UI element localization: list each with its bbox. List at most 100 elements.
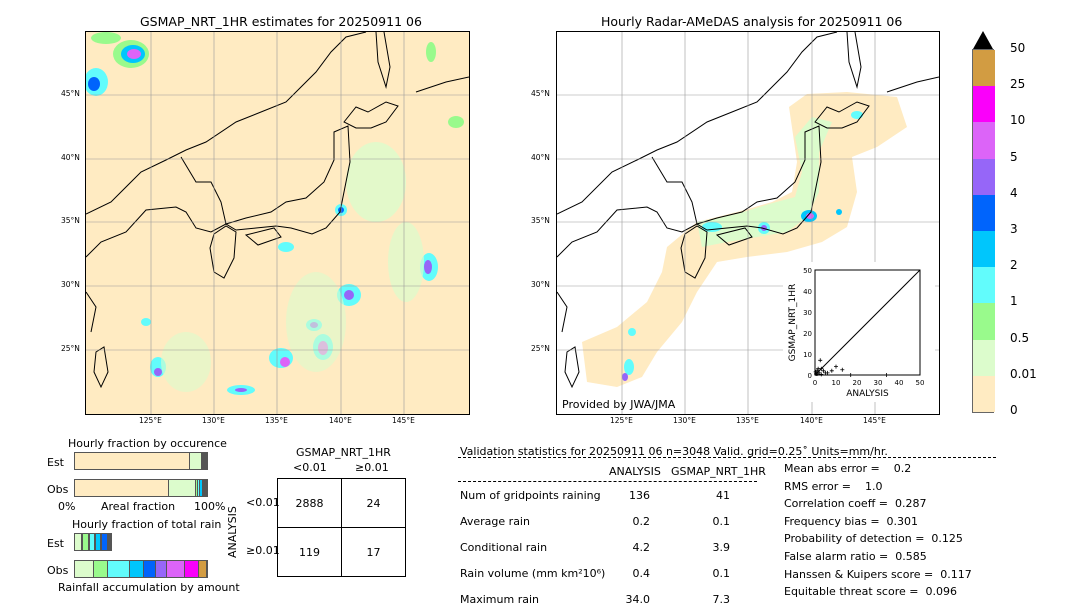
scatter-ylabel: GSMAP_NRT_1HR	[788, 284, 798, 362]
score-item: Probability of detection = 0.125	[784, 532, 963, 546]
bar-segment	[205, 453, 207, 469]
score-item: Correlation coeff = 0.287	[784, 497, 927, 511]
colorbar-label: 0	[1010, 403, 1018, 417]
occurrence-title: Hourly fraction by occurence	[68, 437, 227, 450]
colorbar	[972, 30, 995, 414]
scatter-point	[825, 370, 830, 375]
lon-tick: 125°E	[610, 416, 633, 425]
right-coastlines	[557, 32, 939, 389]
bar-segment	[185, 561, 200, 577]
y-tick-label: 20	[803, 330, 812, 338]
scatter-point	[829, 368, 834, 373]
bar-segment	[189, 453, 202, 469]
contingency-col-label: <0.01	[293, 461, 327, 474]
contingency-cell: 119	[277, 527, 342, 577]
colorbar-label: 25	[1010, 77, 1026, 92]
colorbar-segment	[973, 158, 995, 195]
x-tick-label: 50	[916, 379, 925, 387]
stat-row-label: Average rain	[460, 515, 530, 528]
occurrence-obs-bar	[74, 479, 208, 497]
total-rain-est-bar	[74, 533, 113, 551]
contingency-row-label: ≥0.01	[246, 544, 280, 557]
x-tick-label: 20	[853, 379, 862, 387]
lat-tick: 45°N	[531, 89, 550, 98]
lat-tick: 35°N	[531, 216, 550, 225]
stat-analysis-value: 0.2	[632, 515, 651, 528]
occurrence-obs-label: Obs	[47, 483, 69, 496]
total-rain-obs-label: Obs	[47, 564, 69, 577]
score-item: Mean abs error = 0.2	[784, 462, 912, 475]
stat-gsmap-value: 7.3	[712, 593, 731, 606]
bar-segment	[75, 561, 95, 577]
header-divider	[458, 457, 996, 458]
y-tick-label: 30	[803, 309, 812, 317]
left-map-canvas	[86, 32, 469, 414]
bar-segment	[199, 561, 207, 577]
bar-segment	[195, 480, 199, 496]
colorbar-segment	[973, 231, 995, 268]
bar-segment	[101, 533, 108, 551]
total-rain-est-label: Est	[47, 537, 64, 550]
colorbar-segment	[973, 375, 995, 412]
stat-row-label: Maximum rain	[460, 593, 539, 606]
scatter-point	[840, 367, 845, 372]
scatter-plot: 00 10 10 20 20 30 30 40 40 50 50 ANALYSIS GSMAP_NRT_…	[788, 267, 925, 399]
bar-segment	[169, 480, 196, 496]
scatter-inset: 0 0 10 10 20 20 30 30 40 40 50 50 ANALYSIS GSMAP_NRT_…	[783, 262, 935, 402]
lat-tick: 45°N	[61, 89, 80, 98]
bar-segment	[143, 561, 157, 577]
bar-segment	[107, 561, 130, 577]
left-coastlines	[86, 32, 469, 389]
left-rain-blobs	[86, 32, 464, 395]
contingency-title: GSMAP_NRT_1HR	[296, 446, 391, 459]
lon-tick: 145°E	[863, 416, 886, 425]
bar-segment	[203, 453, 205, 469]
occurrence-est-label: Est	[47, 456, 64, 469]
bar-segment	[200, 480, 203, 496]
bar-segment	[198, 480, 201, 496]
left-map-title: GSMAP_NRT_1HR estimates for 20250911 06	[140, 14, 422, 29]
right-map: Provided by JWA/JMA 0 0 10 10 20 20 30 30 40 40 50…	[556, 31, 940, 415]
bar-segment	[204, 453, 206, 469]
stat-gsmap-value: 3.9	[712, 541, 731, 554]
bar-segment	[75, 453, 190, 469]
contingency-col-label: ≥0.01	[355, 461, 389, 474]
validation-header: Validation statistics for 20250911 06 n=…	[460, 445, 888, 458]
stat-gsmap-value: 0.1	[712, 567, 731, 580]
colorbar-segment	[973, 194, 995, 231]
bar-segment	[205, 480, 207, 496]
bar-segment	[74, 533, 83, 551]
colorbar-label: 1	[1010, 294, 1018, 309]
data-credit: Provided by JWA/JMA	[562, 398, 676, 411]
lon-tick: 135°E	[265, 416, 288, 425]
bar-segment	[202, 480, 205, 496]
bar-segment	[206, 453, 208, 469]
stat-gsmap-value: 0.1	[712, 515, 731, 528]
bar-segment	[110, 533, 113, 551]
lon-tick: 130°E	[202, 416, 225, 425]
occurrence-xlabel: Areal fraction	[101, 500, 176, 513]
score-item: RMS error = 1.0	[784, 479, 883, 493]
lat-tick: 25°N	[531, 344, 550, 353]
score-item: Frequency bias = 0.301	[784, 514, 919, 528]
col-gsmap: GSMAP_NRT_1HR	[671, 465, 766, 478]
scatter-point	[815, 371, 820, 376]
stat-analysis-value: 34.0	[625, 593, 651, 606]
bar-segment	[75, 480, 170, 496]
stat-analysis-value: 136	[629, 489, 650, 502]
contingency-row-axis: ANALYSIS	[226, 506, 239, 558]
colorbar-segment	[973, 86, 995, 123]
colorbar-label: 50	[1010, 41, 1026, 55]
bar-segment	[95, 533, 102, 551]
colorbar-label: 2	[1010, 258, 1018, 273]
y-tick-label: 0	[808, 372, 812, 380]
lat-tick: 30°N	[531, 280, 550, 289]
scatter-point	[818, 358, 823, 363]
stat-analysis-value: 4.2	[632, 541, 651, 554]
score-item: False alarm ratio = 0.585	[784, 550, 927, 563]
lon-tick: 130°E	[673, 416, 696, 425]
scatter-point	[819, 372, 824, 377]
y-tick-label: 40	[803, 288, 812, 296]
occurrence-x-min: 0%	[58, 500, 76, 513]
y-tick-label: 10	[803, 351, 812, 359]
